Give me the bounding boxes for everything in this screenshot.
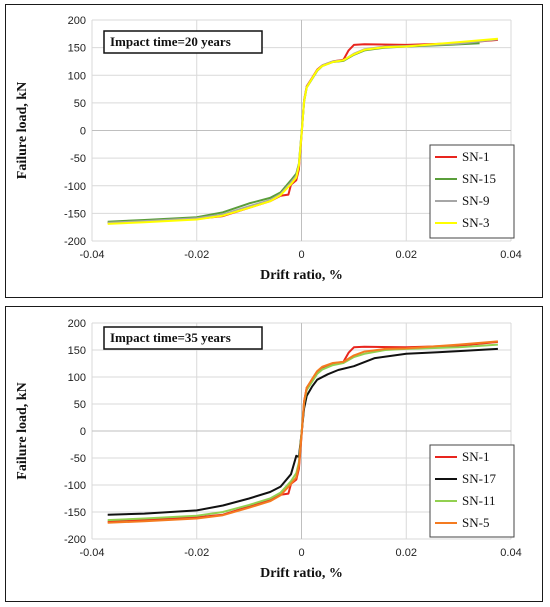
y-tick-label: 0 xyxy=(80,126,86,138)
y-tick-label: 200 xyxy=(68,15,86,27)
y-tick-label: -200 xyxy=(64,236,86,248)
legend-label: SN-3 xyxy=(462,215,489,230)
annotation-box xyxy=(103,326,263,350)
x-tick-label: -0.04 xyxy=(79,547,104,559)
y-tick-label: 50 xyxy=(74,98,86,110)
y-tick-label: -100 xyxy=(64,480,86,492)
legend-label: SN-9 xyxy=(462,193,489,208)
x-tick-label: 0 xyxy=(298,547,304,559)
chart-svg-35-years: 200 150 100 50 0 -50 -100 -150 -200-0.04 -0.02 0 0.… xyxy=(15,318,522,581)
x-axis-title: Drift ratio, % xyxy=(260,268,343,283)
x-tick-label: 0.04 xyxy=(500,547,521,559)
y-tick-label: -50 xyxy=(70,453,86,465)
legend-label: SN-17 xyxy=(462,471,496,486)
x-tick-label: 0.02 xyxy=(396,249,417,261)
legend-label: SN-15 xyxy=(462,171,496,186)
legend-label: SN-5 xyxy=(462,515,489,530)
annotation-text: Impact time=20 years xyxy=(110,34,231,49)
series-line-sn-15 xyxy=(107,42,480,223)
y-tick-label: 150 xyxy=(68,43,86,55)
legend-label: SN-11 xyxy=(462,493,495,508)
y-tick-label: -150 xyxy=(64,208,86,220)
y-tick-label: -150 xyxy=(64,507,86,519)
y-tick-label: -200 xyxy=(64,534,86,546)
x-tick-label: -0.04 xyxy=(79,249,104,261)
y-tick-label: 100 xyxy=(68,70,86,82)
chart-panel-20-years: 200 150 100 50 0 -50 -100 -150 -200 -0.04 -0.02 0 0.… xyxy=(5,4,543,298)
x-tick-label: 0.02 xyxy=(396,547,417,559)
annotation-text: Impact time=35 years xyxy=(110,330,231,345)
annotation-box xyxy=(103,30,263,54)
y-tick-label: 200 xyxy=(68,318,86,330)
y-tick-label: 0 xyxy=(80,426,86,438)
y-axis-title: Failure load, kN xyxy=(15,382,30,479)
x-tick-label: 0 xyxy=(298,249,304,261)
x-axis-title: Drift ratio, % xyxy=(260,566,343,581)
y-tick-label: -50 xyxy=(70,153,86,165)
legend-box xyxy=(429,444,515,538)
y-tick-label: 150 xyxy=(68,345,86,357)
y-axis-title: Failure load, kN xyxy=(15,82,30,179)
chart-svg-20-years: 200 150 100 50 0 -50 -100 -150 -200-0.04 -0.02 0 0.… xyxy=(15,15,522,283)
series-line-sn-3 xyxy=(107,37,498,225)
legend-label: SN-1 xyxy=(462,149,489,164)
y-tick-label: -100 xyxy=(64,181,86,193)
series-line-sn-5 xyxy=(107,340,498,524)
x-tick-label: -0.02 xyxy=(184,249,209,261)
y-tick-label: 100 xyxy=(68,372,86,384)
legend-label: SN-1 xyxy=(462,449,489,464)
x-tick-label: -0.02 xyxy=(184,547,209,559)
x-tick-label: 0.04 xyxy=(500,249,521,261)
chart-panel-35-years: 200 150 100 50 0 -50 -100 -150 -200 -0.04 -0.02 0 0.… xyxy=(5,306,543,602)
y-tick-label: 50 xyxy=(74,399,86,411)
